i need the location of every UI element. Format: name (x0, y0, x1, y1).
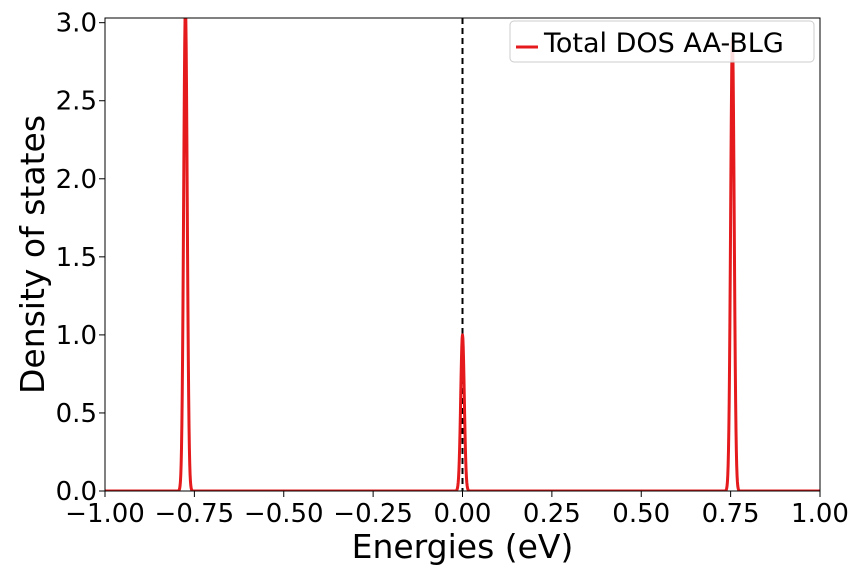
x-tick-label: 0.50 (612, 499, 670, 529)
x-tick-label: 0.25 (523, 499, 581, 529)
x-axis: −1.00 −0.75 −0.50 −0.25 0.00 0.25 0.50 0.75 1.00 (65, 491, 849, 529)
y-tick-label: 1.5 (56, 243, 97, 273)
x-tick-label: −1.00 (65, 499, 145, 529)
y-tick-label: 2.0 (56, 165, 97, 195)
legend: Total DOS AA-BLG (509, 20, 815, 63)
y-axis: 0.0 0.5 1.0 1.5 2.0 2.5 3.0 (56, 9, 105, 507)
x-axis-title: Energies (eV) (352, 527, 574, 566)
x-tick-label: 0.75 (702, 499, 760, 529)
plot-area (105, 18, 820, 491)
x-tick-label: 0.00 (434, 499, 492, 529)
y-tick-label: 1.0 (56, 321, 97, 351)
y-tick-label: 3.0 (56, 9, 97, 39)
y-tick-label: 0.5 (56, 399, 97, 429)
series-line-0 (105, 18, 820, 491)
x-tick-label: −0.75 (155, 499, 235, 529)
x-tick-label: −0.25 (333, 499, 413, 529)
legend-label: Total DOS AA-BLG (543, 28, 784, 59)
legend-box (509, 20, 815, 63)
x-tick-label: 1.00 (791, 499, 849, 529)
y-axis-title: Density of states (13, 115, 52, 394)
y-tick-label: 0.0 (56, 477, 97, 507)
x-tick-label: −0.50 (244, 499, 324, 529)
y-tick-label: 2.5 (56, 87, 97, 117)
